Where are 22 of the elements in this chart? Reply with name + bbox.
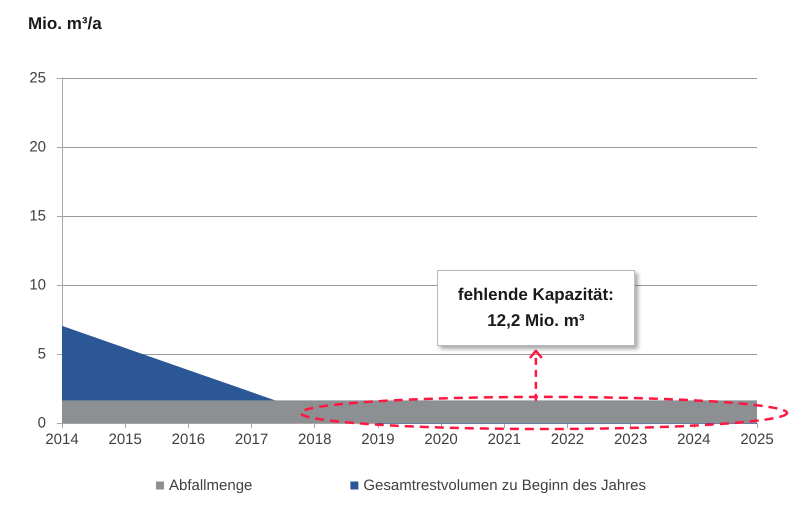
x-tick-label: 2016	[172, 431, 206, 448]
y-tick-label: 5	[38, 346, 46, 362]
y-tick-label: 25	[29, 70, 46, 86]
y-tick-label: 0	[38, 414, 46, 432]
x-tick-label: 2017	[234, 431, 268, 448]
y-tick-label: 15	[29, 208, 46, 224]
legend-label: Gesamtrestvolumen zu Beginn des Jahres	[363, 477, 646, 494]
y-tick-label: 20	[29, 138, 46, 156]
x-tick-label: 2024	[677, 431, 711, 448]
x-tick-label: 2014	[45, 431, 79, 448]
x-tick-label: 2022	[550, 431, 584, 448]
y-axis-title: Mio. m³/a	[28, 14, 102, 33]
annotation: fehlende Kapazität: 12,2 Mio. m³	[458, 284, 614, 332]
x-tick-label: 2015	[108, 431, 142, 448]
legend-label: Abfallmenge	[168, 477, 252, 494]
x-tick-label: 2018	[298, 431, 332, 448]
x-tick-label: 2020	[424, 431, 458, 448]
x-tick-label: 2023	[614, 431, 648, 448]
x-tick-label: 2019	[361, 431, 395, 448]
x-tick-label: 2025	[740, 431, 774, 448]
x-tick-label: 2021	[488, 431, 521, 448]
y-tick-label: 10	[29, 276, 46, 294]
